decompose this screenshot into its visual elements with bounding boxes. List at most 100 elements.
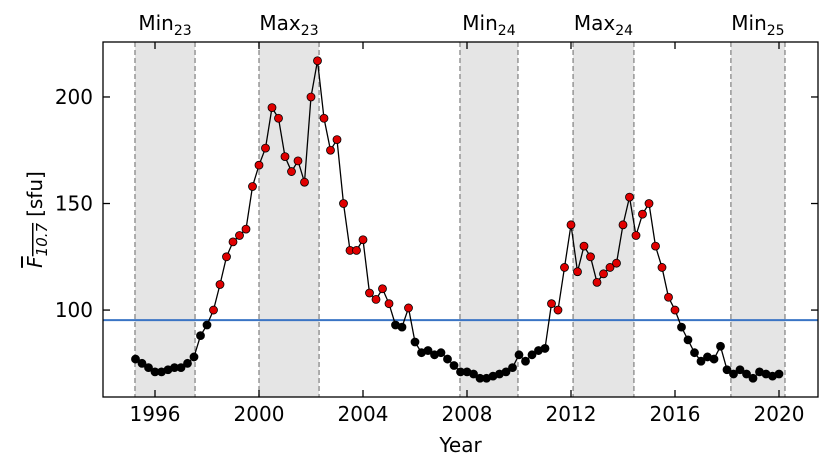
x-tick-label: 2016 <box>650 402 701 426</box>
x-tick-label: 2012 <box>546 402 597 426</box>
data-point <box>540 344 550 353</box>
data-point <box>248 182 257 191</box>
data-point <box>638 209 647 219</box>
data-point <box>222 252 231 262</box>
data-point <box>241 224 251 234</box>
data-point <box>319 113 329 123</box>
phase-sub: 23 <box>174 23 192 39</box>
data-point <box>521 356 530 366</box>
phase-name: Max <box>574 11 616 35</box>
phase-label: Min24 <box>462 11 515 39</box>
data-point <box>410 337 420 347</box>
phase-sub: 25 <box>767 23 785 39</box>
data-point <box>547 299 556 309</box>
data-point <box>774 369 784 379</box>
data-point <box>664 292 673 302</box>
data-point <box>625 192 634 202</box>
data-point <box>508 363 517 372</box>
data-point <box>592 277 602 287</box>
data-point <box>716 341 725 351</box>
data-point <box>651 241 660 251</box>
data-point <box>599 269 608 279</box>
y-label-unit: [sfu] <box>23 171 47 217</box>
data-point <box>729 369 738 379</box>
data-point <box>514 350 524 360</box>
data-point <box>579 241 589 251</box>
phase-name: Max <box>259 11 301 35</box>
data-point <box>690 348 699 358</box>
data-point <box>560 263 569 272</box>
plot-frame <box>102 41 819 398</box>
x-axis-label: Year <box>438 433 482 457</box>
phase-name: Min <box>138 11 174 35</box>
x-tick-label: 2000 <box>234 402 285 426</box>
phase-label: Max23 <box>259 11 318 39</box>
data-point <box>183 358 192 368</box>
series-line <box>135 60 780 380</box>
phase-band <box>730 42 785 397</box>
data-point <box>306 92 316 102</box>
data-point <box>612 258 621 268</box>
phase-band <box>459 42 518 397</box>
data-point <box>254 160 264 170</box>
data-point <box>326 145 335 155</box>
data-point <box>586 252 595 262</box>
data-point <box>553 305 563 315</box>
phase-label: Min25 <box>731 11 784 39</box>
data-point <box>696 356 706 366</box>
data-point <box>631 231 641 240</box>
x-tick-label: 2020 <box>754 402 805 426</box>
data-point <box>176 363 186 372</box>
phase-sub: 23 <box>301 23 319 39</box>
data-point <box>293 156 303 166</box>
data-point <box>365 288 374 298</box>
data-point <box>722 365 732 375</box>
data-point <box>527 350 537 360</box>
y-tick-label: 150 <box>55 192 93 216</box>
data-point <box>202 320 212 330</box>
data-point <box>683 335 693 345</box>
data-point <box>644 199 654 208</box>
data-point <box>677 322 686 332</box>
phase-band <box>134 42 196 397</box>
data-point <box>137 358 147 368</box>
data-point <box>215 280 225 289</box>
data-point <box>274 113 283 123</box>
data-point <box>670 305 680 315</box>
data-point <box>313 56 322 66</box>
phase-label: Max24 <box>574 11 633 39</box>
data-point <box>618 220 628 230</box>
y-tick-label: 100 <box>55 298 93 322</box>
data-point <box>657 263 667 272</box>
data-point <box>235 231 244 240</box>
data-point <box>449 361 459 370</box>
data-point <box>748 373 758 383</box>
y-label-symbol: F <box>23 256 47 268</box>
x-tick-label: 1996 <box>130 402 181 426</box>
data-point <box>404 303 413 313</box>
data-point <box>144 363 153 372</box>
data-point <box>261 143 270 153</box>
data-point <box>397 322 407 332</box>
phase-name: Min <box>462 11 498 35</box>
data-point <box>469 369 478 379</box>
data-point <box>384 299 394 309</box>
data-point <box>423 346 433 355</box>
data-point <box>358 235 368 245</box>
data-point <box>189 352 199 362</box>
y-axis-label: F10.7 [sfu] <box>23 171 51 268</box>
data-point <box>436 348 446 358</box>
data-point <box>709 354 719 364</box>
data-point <box>300 177 309 187</box>
x-tick-label: 2004 <box>338 402 389 426</box>
data-point <box>735 365 745 375</box>
data-point <box>131 354 140 364</box>
data-point <box>287 167 296 176</box>
phase-sub: 24 <box>615 23 633 39</box>
phase-sub: 24 <box>498 23 516 39</box>
data-point <box>352 245 361 255</box>
data-point <box>371 295 381 304</box>
data-point <box>573 267 582 277</box>
y-label-sub: 10.7 <box>33 222 51 256</box>
phase-band <box>259 42 320 397</box>
